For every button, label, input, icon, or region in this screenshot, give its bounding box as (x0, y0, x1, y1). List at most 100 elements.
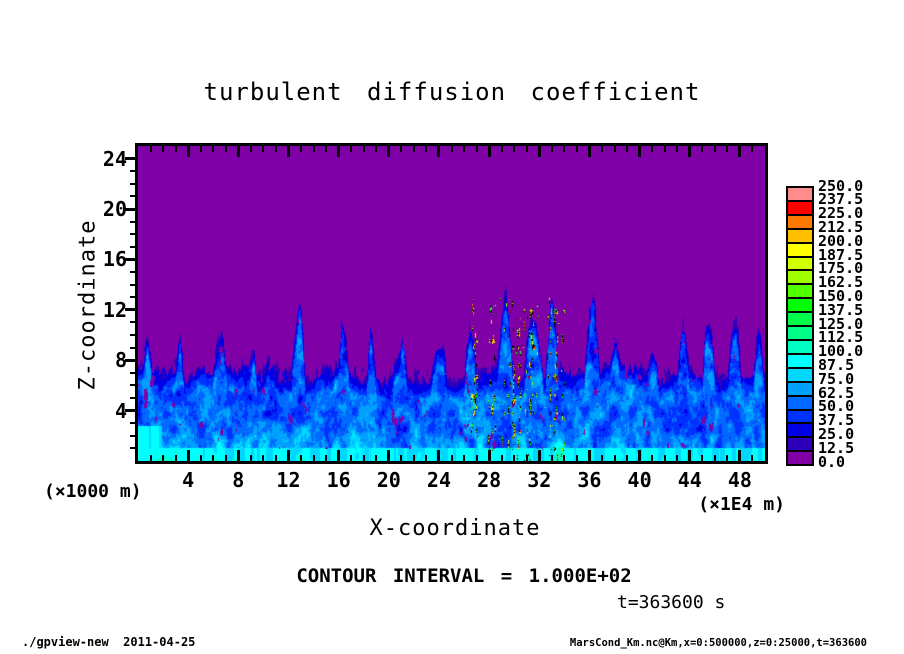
x-minor-tick-top (362, 146, 365, 152)
colorbar (786, 186, 814, 466)
y-minor-tick (130, 296, 135, 299)
x-major-tick (537, 450, 541, 461)
x-minor-tick-top (475, 146, 478, 152)
colorbar-cell (788, 424, 812, 439)
colorbar-tick-label: 187.5 (818, 245, 864, 264)
y-minor-tick (130, 371, 135, 374)
x-minor-tick (676, 455, 679, 461)
y-major-tick (125, 157, 135, 161)
colorbar-cell (788, 201, 812, 216)
time-annotation: t=363600 s (617, 592, 726, 613)
y-minor-tick (130, 346, 135, 349)
x-minor-tick-top (300, 146, 303, 152)
x-major-tick (387, 450, 391, 461)
x-minor-tick (450, 455, 453, 461)
y-minor-tick (130, 397, 135, 399)
colorbar-cell (788, 396, 812, 411)
colorbar-tick-label: 37.5 (818, 411, 855, 430)
colorbar-tick-label: 0.0 (818, 452, 846, 471)
x-major-tick (587, 450, 591, 461)
x-minor-tick-top (450, 146, 453, 152)
x-tick-label: 4 (182, 468, 195, 492)
contour-interval-text: CONTOUR INTERVAL = 1.000E+02 (296, 565, 632, 587)
x-axis-unit: (×1E4 m) (698, 494, 785, 515)
colorbar-cell (788, 215, 812, 230)
colorbar-cell (788, 452, 812, 465)
x-minor-tick (149, 455, 152, 461)
x-minor-tick-top (174, 146, 177, 152)
x-minor-tick (663, 455, 666, 461)
x-major-tick-top (286, 146, 290, 157)
x-minor-tick (412, 455, 415, 461)
x-minor-tick (224, 455, 227, 461)
x-minor-tick-top (375, 146, 378, 152)
x-minor-tick-top (262, 146, 265, 152)
x-minor-tick-top (701, 146, 704, 152)
x-minor-tick (600, 455, 603, 461)
y-minor-tick (130, 447, 135, 450)
colorbar-tick-label: 112.5 (818, 328, 864, 347)
x-minor-tick-top (224, 146, 227, 152)
x-minor-tick (751, 455, 754, 461)
x-minor-tick-top (199, 146, 202, 152)
x-tick-label: 16 (326, 468, 351, 492)
x-minor-tick (613, 455, 616, 461)
x-minor-tick-top (274, 146, 277, 152)
y-major-tick (125, 257, 135, 261)
colorbar-tick-label: 200.0 (818, 231, 864, 250)
colorbar-tick-label: 137.5 (818, 300, 864, 319)
y-tick-label: 16 (102, 247, 127, 272)
x-minor-tick (463, 455, 466, 461)
y-major-tick (125, 308, 135, 312)
x-major-tick-top (638, 146, 642, 157)
x-minor-tick (513, 455, 516, 461)
x-minor-tick-top (651, 146, 654, 152)
y-tick-label: 20 (102, 197, 127, 221)
x-minor-tick-top (425, 146, 428, 152)
x-minor-tick (575, 455, 578, 461)
y-minor-tick (130, 220, 135, 223)
x-tick-label: 32 (527, 468, 552, 492)
y-axis-unit: (×1000 m) (44, 481, 142, 502)
y-minor-tick (130, 434, 135, 437)
x-minor-tick (726, 455, 729, 461)
x-major-tick-top (738, 146, 742, 157)
x-major-tick-top (688, 146, 692, 157)
x-tick-label: 36 (577, 468, 602, 492)
x-major-tick-top (186, 146, 190, 157)
colorbar-tick-label: 237.5 (818, 190, 864, 209)
x-minor-tick-top (500, 146, 503, 152)
x-minor-tick (701, 455, 704, 461)
x-minor-tick (199, 455, 202, 461)
x-minor-tick-top (162, 146, 165, 152)
y-tick-label: 8 (114, 348, 127, 373)
x-minor-tick-top (663, 146, 666, 152)
y-minor-tick (130, 233, 135, 236)
x-minor-tick-top (350, 146, 353, 152)
x-minor-tick (525, 455, 528, 461)
x-major-tick (286, 450, 290, 461)
colorbar-cell (788, 438, 812, 453)
colorbar-tick-label: 87.5 (818, 355, 855, 374)
x-minor-tick (350, 455, 353, 461)
x-major-tick-top (487, 146, 491, 157)
x-axis-title: X-coordinate (369, 516, 541, 541)
x-minor-tick (262, 455, 265, 461)
colorbar-tick-label: 150.0 (818, 286, 864, 305)
colorbar-tick-label: 125.0 (818, 314, 864, 333)
x-minor-tick-top (550, 146, 553, 152)
x-minor-tick-top (525, 146, 528, 152)
y-minor-tick (130, 422, 135, 425)
x-minor-tick-top (726, 146, 729, 152)
y-minor-tick (130, 321, 135, 324)
colorbar-cell (788, 271, 812, 286)
x-major-tick (186, 450, 190, 461)
colorbar-tick-label: 75.0 (818, 369, 855, 388)
x-minor-tick (651, 455, 654, 461)
x-minor-tick-top (563, 146, 566, 152)
x-minor-tick (162, 455, 165, 461)
colorbar-cell (788, 229, 812, 244)
x-major-tick-top (537, 146, 541, 157)
y-minor-tick (130, 245, 135, 248)
